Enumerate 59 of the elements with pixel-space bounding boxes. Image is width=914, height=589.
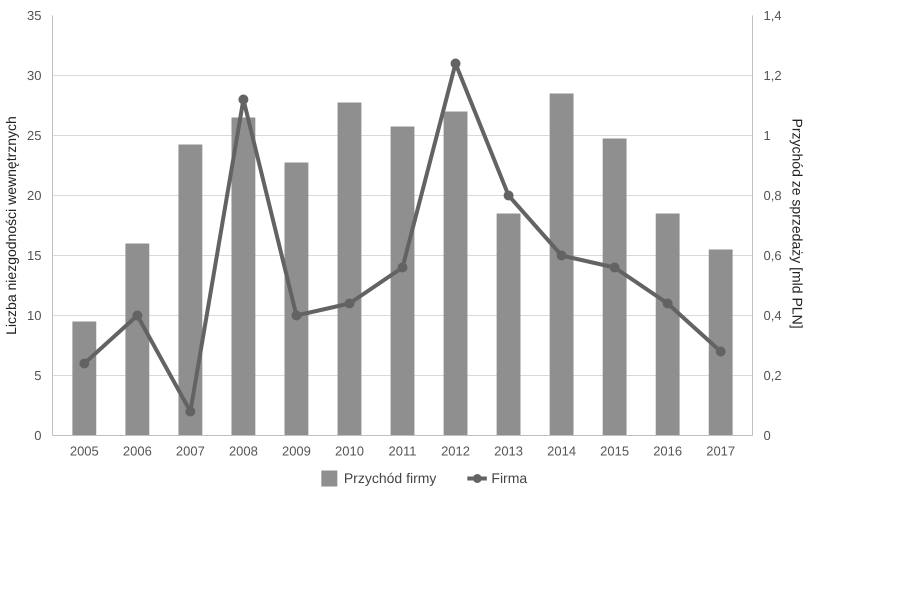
point [398, 262, 408, 272]
y-axis-title: Liczba niezgodności wewnętrznych [3, 116, 20, 335]
y2-axis-title: Przychód ze sprzedaży [mld PLN] [790, 118, 806, 329]
point [450, 58, 461, 68]
x-tick-label: 2007 [176, 444, 205, 458]
point [344, 298, 354, 308]
bar [444, 112, 468, 436]
legend-label: Firma [491, 470, 528, 486]
x-tick-label: 2011 [388, 444, 416, 458]
bar [338, 102, 362, 436]
y2-tick-label: 0,6 [764, 248, 782, 263]
bar [284, 162, 308, 436]
bar [550, 94, 574, 436]
y-tick-label: 20 [27, 188, 42, 203]
bar [656, 214, 680, 436]
y2-tick-label: 1 [764, 128, 771, 143]
x-tick-label: 2006 [122, 444, 152, 458]
x-tick-label: 2016 [653, 444, 682, 458]
y-tick-label: 0 [34, 428, 42, 443]
y2-tick-label: 1,4 [764, 8, 782, 23]
bar [708, 250, 733, 436]
point [556, 250, 567, 260]
y2-tick-label: 0,8 [764, 188, 782, 203]
y2-tick-label: 0,2 [764, 368, 782, 383]
x-tick-label: 2010 [335, 444, 364, 458]
y-tick-label: 15 [27, 248, 42, 263]
point [291, 310, 302, 320]
point [662, 298, 673, 308]
point [132, 310, 142, 320]
point [504, 190, 514, 200]
y-tick-label: 10 [27, 308, 42, 323]
y-tick-label: 35 [27, 8, 42, 23]
bar [602, 138, 627, 436]
point [238, 94, 248, 104]
point [610, 262, 620, 272]
legend-label: Przychód firmy [344, 470, 436, 486]
x-tick-label: 2005 [70, 444, 99, 458]
x-tick-label: 2009 [282, 444, 311, 458]
point [185, 406, 196, 416]
y-tick-label: 30 [27, 68, 42, 83]
x-tick-label: 2008 [228, 444, 258, 458]
y2-tick-label: 0 [764, 428, 771, 443]
y-tick-label: 25 [27, 128, 42, 143]
y-tick-label: 5 [34, 368, 42, 383]
bar [496, 214, 520, 436]
y2-tick-label: 0,4 [764, 308, 782, 323]
point [79, 358, 90, 368]
x-tick-label: 2015 [600, 444, 630, 458]
bar [178, 144, 202, 436]
bar [231, 118, 256, 436]
x-tick-label: 2012 [441, 444, 470, 458]
x-tick-label: 2013 [494, 444, 524, 458]
bar [390, 126, 414, 436]
x-tick-label: 2017 [706, 444, 736, 458]
bar [125, 244, 150, 436]
bar [72, 322, 96, 436]
point [716, 346, 726, 356]
x-tick-label: 2014 [547, 444, 576, 458]
y2-tick-label: 1,2 [764, 68, 782, 83]
